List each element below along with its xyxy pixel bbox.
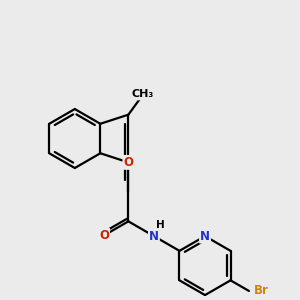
Text: N: N — [200, 230, 210, 243]
Text: O: O — [99, 229, 109, 242]
Text: N: N — [149, 230, 159, 243]
Text: CH₃: CH₃ — [132, 89, 154, 99]
Text: H: H — [156, 220, 165, 230]
Text: Br: Br — [254, 284, 269, 298]
Text: O: O — [123, 156, 134, 169]
